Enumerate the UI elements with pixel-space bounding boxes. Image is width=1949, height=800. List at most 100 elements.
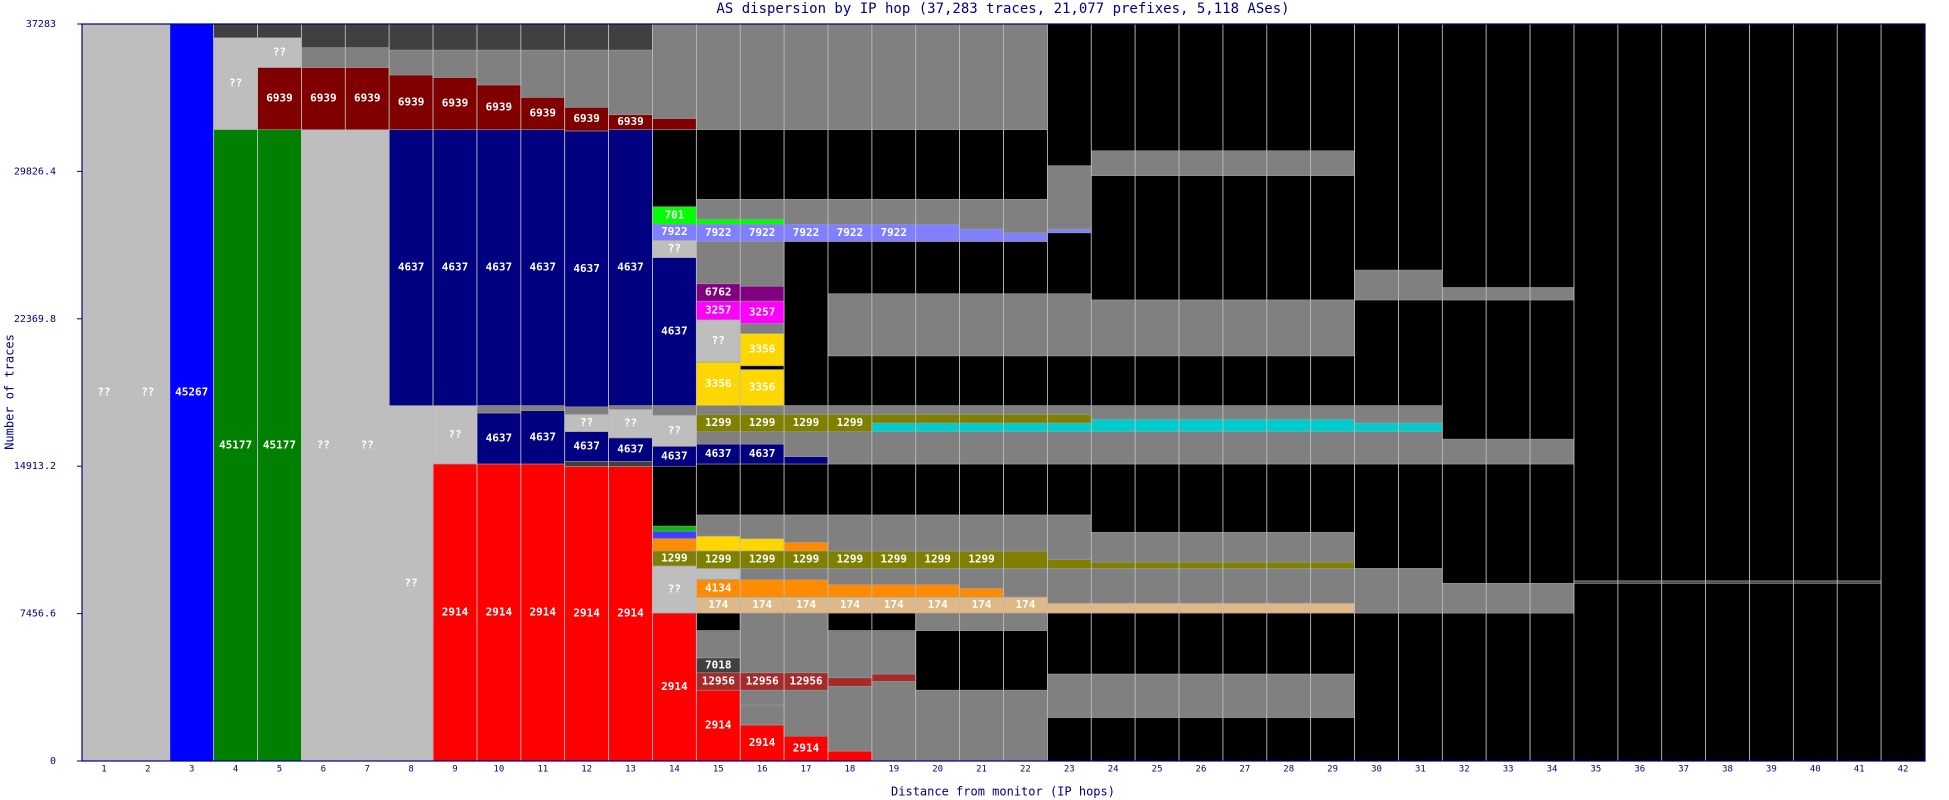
x-tick-label: 11 (537, 765, 548, 775)
segment (1266, 717, 1311, 761)
segment (783, 456, 829, 465)
segment (1354, 568, 1399, 614)
segment-label: 7922 (749, 226, 776, 239)
segment (1266, 431, 1311, 465)
segment (827, 129, 873, 200)
segment-label: 1299 (749, 553, 776, 566)
x-tick-label: 21 (976, 765, 987, 775)
segment (1222, 431, 1268, 465)
x-tick-label: 39 (1766, 765, 1777, 775)
segment (783, 514, 829, 543)
segment (1573, 24, 1619, 582)
segment (1090, 299, 1136, 357)
segment (1003, 550, 1048, 569)
segment-label: 6939 (266, 92, 293, 105)
segment-label: 1299 (661, 551, 688, 564)
segment (1134, 175, 1180, 301)
segment (871, 630, 917, 675)
segment (1178, 673, 1224, 718)
segment-label: 6939 (530, 107, 557, 120)
segment (959, 422, 1004, 432)
segment-label: ?? (668, 582, 681, 595)
segment (608, 405, 653, 410)
segment-label: 174 (840, 598, 860, 611)
segment (827, 241, 873, 294)
segment-label: ?? (361, 438, 374, 451)
segment (1485, 582, 1531, 614)
segment (1003, 514, 1048, 552)
segment (871, 514, 917, 552)
segment (608, 466, 653, 761)
segment (1047, 463, 1092, 516)
segment (827, 405, 873, 415)
segment (1178, 405, 1224, 420)
segment (915, 198, 960, 225)
segment (827, 293, 873, 357)
x-tick-label: 4 (233, 765, 238, 775)
segment-label: ?? (580, 416, 593, 429)
segment (388, 24, 434, 51)
segment-label: ?? (668, 424, 681, 437)
segment (959, 587, 1004, 598)
segment (915, 612, 960, 631)
segment (783, 541, 829, 552)
segment-label: 4637 (661, 325, 688, 338)
segment (1266, 150, 1311, 176)
segment (652, 118, 697, 130)
segment (476, 84, 522, 130)
segment-label: ?? (404, 576, 417, 589)
segment (520, 129, 565, 406)
segment (1749, 580, 1794, 584)
segment (432, 405, 478, 465)
segment (915, 24, 960, 130)
segment (1354, 431, 1399, 465)
segment (1573, 582, 1619, 761)
segment (1222, 612, 1268, 675)
segment (652, 414, 697, 447)
segment-label: 2914 (749, 736, 776, 749)
segment (1310, 561, 1355, 569)
segment (1134, 355, 1180, 406)
segment (1090, 418, 1136, 432)
segment (1222, 405, 1268, 420)
segment (301, 47, 346, 68)
segment (739, 405, 785, 415)
segment (1003, 405, 1048, 415)
y-tick-label: 0 (50, 756, 56, 767)
segment (1222, 355, 1268, 406)
segment (915, 422, 960, 432)
segment (827, 24, 873, 130)
segment (1003, 355, 1048, 406)
segment (739, 579, 785, 598)
segment-label: 1299 (705, 553, 732, 566)
segment-label: 1299 (881, 553, 908, 566)
segment (871, 241, 917, 294)
segment-label: 45267 (175, 386, 208, 399)
segment (739, 463, 785, 516)
x-tick-label: 1 (101, 765, 106, 775)
segment (1310, 463, 1355, 533)
segment-label: 4134 (705, 581, 732, 594)
x-tick-label: 16 (757, 765, 768, 775)
y-tick-label: 22369.8 (14, 314, 56, 325)
segment (388, 49, 434, 76)
segment (783, 612, 829, 674)
segment (1398, 269, 1443, 301)
segment-label: 3257 (705, 303, 732, 316)
segment (344, 129, 390, 761)
segment-label: 6939 (354, 92, 381, 105)
segment (1310, 355, 1355, 406)
segment-label: 2914 (573, 607, 600, 620)
segment (1749, 24, 1794, 582)
segment (915, 568, 960, 585)
segment-label: 701 (664, 208, 684, 221)
segment (1266, 355, 1311, 406)
segment-label: 174 (972, 598, 992, 611)
segment (1266, 405, 1311, 420)
segment (1178, 602, 1224, 614)
segment (1442, 438, 1487, 465)
segment (696, 24, 741, 130)
segment (1705, 582, 1750, 761)
segment-label: 1299 (793, 553, 820, 566)
x-tick-label: 14 (669, 765, 680, 775)
